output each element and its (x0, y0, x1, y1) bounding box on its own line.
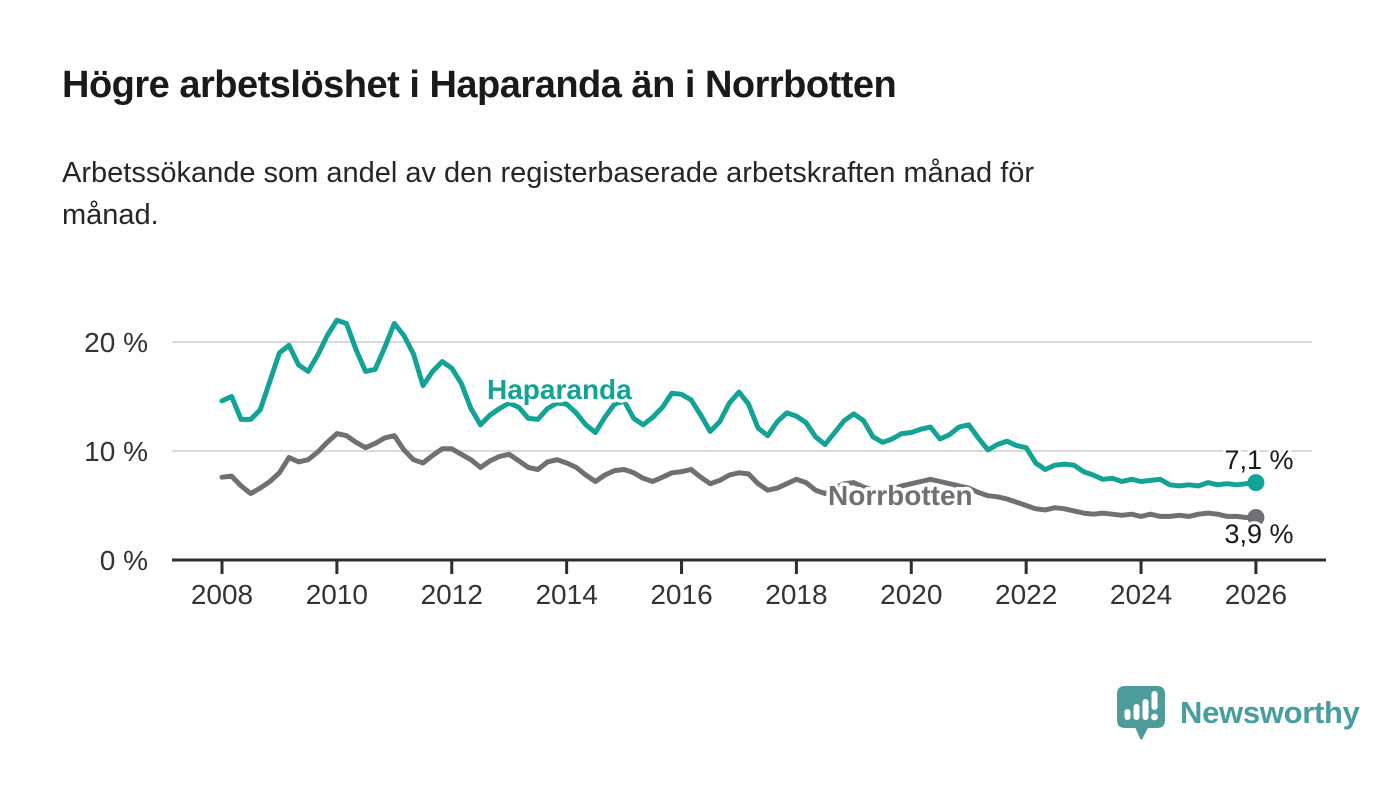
haparanda-line (219, 317, 1259, 489)
brand-wordmark: Newsworthy (1180, 695, 1360, 730)
x-tick-label-2026: 2026 (1225, 579, 1287, 610)
chart-subtitle-line2: månad. (62, 199, 159, 231)
x-tick-label-2008: 2008 (191, 579, 253, 610)
x-tick-label-2018: 2018 (765, 579, 827, 610)
x-tick-label-2024: 2024 (1110, 579, 1172, 610)
x-tick-label-2022: 2022 (995, 579, 1057, 610)
newsworthy-logo: Newsworthy (1115, 684, 1360, 742)
y-tick-label-20: 20 % (84, 327, 148, 358)
x-tick-label-2010: 2010 (306, 579, 368, 610)
chart-subtitle-line1: Arbetssökande som andel av den registerb… (62, 157, 1035, 189)
y-tick-label-0: 0 % (100, 545, 148, 576)
haparanda-end-value-label: 7,1 % (1224, 445, 1293, 475)
page-title: Högre arbetslöshet i Haparanda än i Norr… (62, 64, 897, 106)
x-tick-label-2016: 2016 (650, 579, 712, 610)
haparanda-end-dot (1247, 474, 1265, 492)
newsworthy-bubble-chart-icon (1117, 686, 1165, 740)
chart-subtitle: Arbetssökande som andel av den registerb… (62, 152, 1302, 236)
haparanda-series-label: Haparanda (487, 374, 632, 405)
y-tick-label-10: 10 % (84, 436, 148, 467)
x-tick-label-2014: 2014 (535, 579, 597, 610)
norrbotten-end-value-label: 3,9 % (1224, 519, 1293, 549)
norrbotten-end-dot (1247, 508, 1265, 526)
norrbotten-line (219, 431, 1259, 520)
x-tick-label-2020: 2020 (880, 579, 942, 610)
x-tick-label-2012: 2012 (421, 579, 483, 610)
norrbotten-series-label: Norrbotten (828, 480, 973, 511)
